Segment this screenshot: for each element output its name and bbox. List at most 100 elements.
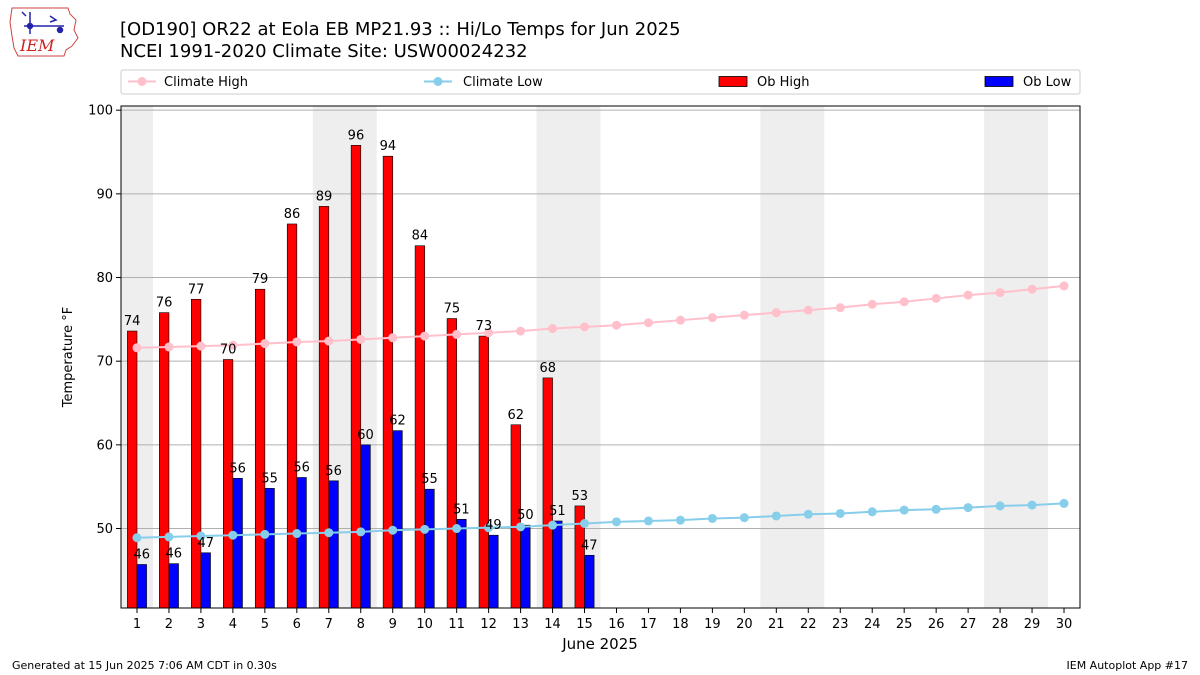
climate-low-point (324, 528, 334, 538)
climate-low-point (771, 511, 781, 521)
climate-high-point (548, 324, 558, 334)
y-tick-label: 60 (96, 438, 113, 453)
x-tick-label: 22 (800, 617, 817, 632)
chart-title: [OD190] OR22 at Eola EB MP21.93 :: Hi/Lo… (120, 19, 681, 40)
climate-low-point (611, 517, 621, 527)
ob-high-value-label: 77 (188, 282, 205, 297)
x-tick-label: 28 (992, 617, 1009, 632)
legend-item-climate-low: Climate Low (424, 75, 543, 90)
y-tick-label: 90 (96, 187, 113, 202)
climate-high-point (132, 343, 142, 353)
x-tick-label: 7 (325, 617, 333, 632)
ob-low-value-label: 49 (485, 518, 502, 533)
climate-low-point (516, 522, 526, 532)
ob-low-value-label: 47 (581, 538, 598, 553)
climate-low-point (643, 516, 653, 526)
plot-frame (120, 105, 1081, 609)
ob-high-value-label: 94 (380, 139, 397, 154)
ob-high-value-label: 76 (156, 296, 173, 311)
climate-high-point (452, 329, 462, 339)
ob-low-bar (264, 488, 275, 609)
ob-low-bar (136, 564, 147, 609)
climate-low-point (835, 508, 845, 518)
x-tick-label: 25 (896, 617, 913, 632)
y-tick-label: 100 (88, 104, 113, 119)
climate-high-point (1059, 281, 1069, 291)
x-tick-label: 12 (480, 617, 497, 632)
legend-frame (120, 69, 1081, 95)
x-tick-label: 3 (197, 617, 205, 632)
climate-low-legend-marker (433, 77, 443, 86)
climate-low-line (136, 502, 1065, 539)
climate-low-point (580, 518, 590, 528)
climate-low-point (867, 507, 877, 517)
x-tick-label: 16 (608, 617, 625, 632)
climate-high-point (835, 303, 845, 313)
climate-low-point (931, 504, 941, 514)
x-tick-label: 27 (960, 617, 977, 632)
climate-low-point (452, 524, 462, 534)
x-tick-label: 11 (448, 617, 465, 632)
climate-high-point (643, 318, 653, 328)
ob-high-value-label: 62 (508, 408, 525, 423)
ob-low-value-label: 56 (229, 461, 246, 476)
ob-low-value-label: 46 (134, 547, 151, 562)
climate-high-point (484, 328, 494, 338)
climate-low-point (356, 527, 366, 537)
climate-low-point (739, 513, 749, 523)
climate-high-point (580, 322, 590, 332)
generated-timestamp: Generated at 15 Jun 2025 7:06 AM CDT in … (12, 659, 277, 672)
ob-high-value-label: 96 (348, 128, 365, 143)
ob-high-value-label: 75 (444, 302, 461, 317)
climate-high-point (803, 305, 813, 315)
legend-item-ob-high: Ob High (718, 75, 810, 90)
climate-high-point (867, 299, 877, 309)
ob-low-bar (584, 554, 595, 609)
ob-low-value-label: 60 (357, 428, 374, 443)
x-tick-label: 18 (672, 617, 689, 632)
ob-low-value-label: 51 (453, 502, 470, 517)
x-tick-label: 21 (768, 617, 785, 632)
climate-low-point (388, 525, 398, 535)
ob-high-legend-label: Ob High (757, 75, 810, 90)
ob-high-value-label: 79 (252, 272, 269, 287)
climate-high-legend-label: Climate High (164, 75, 248, 90)
ob-high-value-label: 53 (571, 489, 588, 504)
ob-high-legend-swatch (718, 76, 748, 87)
ob-low-legend-label: Ob Low (1023, 75, 1072, 90)
ob-high-bar (382, 155, 394, 609)
x-tick-label: 13 (512, 617, 529, 632)
x-tick-label: 23 (832, 617, 849, 632)
climate-low-point (707, 513, 717, 523)
climate-high-point (324, 336, 334, 346)
ob-low-value-label: 51 (549, 504, 566, 519)
ob-low-bar (424, 488, 435, 609)
climate-high-point (995, 288, 1005, 298)
ob-high-bar (446, 318, 457, 609)
climate-high-point (292, 337, 302, 347)
y-axis-label: Temperature °F (61, 307, 76, 408)
climate-high-point (228, 340, 238, 350)
x-tick-label: 2 (165, 617, 173, 632)
climate-low-point (484, 523, 494, 533)
ob-high-value-label: 73 (476, 319, 493, 334)
logo-text: IEM (19, 36, 55, 55)
ob-high-bar (286, 223, 298, 609)
climate-high-point (931, 293, 941, 303)
ob-high-bar (159, 312, 170, 609)
climate-high-point (899, 297, 909, 307)
climate-low-point (899, 505, 909, 515)
app-credit: IEM Autoplot App #17 (1067, 659, 1189, 672)
x-tick-label: 29 (1024, 617, 1041, 632)
climate-high-point (611, 320, 621, 330)
climate-low-point (548, 520, 558, 530)
climate-low-point (196, 531, 206, 541)
x-tick-label: 24 (864, 617, 881, 632)
ob-low-value-label: 46 (165, 547, 182, 562)
climate-high-point (771, 308, 781, 318)
x-tick-label: 4 (229, 617, 237, 632)
x-tick-label: 5 (261, 617, 269, 632)
ob-low-bar (328, 480, 339, 609)
ob-high-bar (478, 335, 489, 609)
y-tick-label: 80 (96, 271, 113, 286)
